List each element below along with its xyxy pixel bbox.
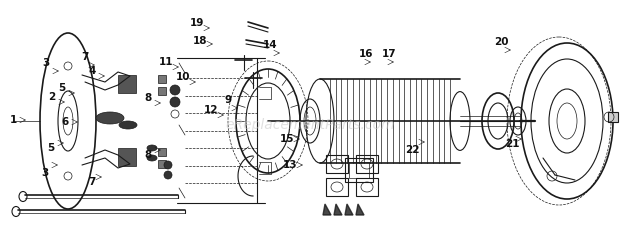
Ellipse shape [96,112,124,124]
Bar [158,87,166,95]
Text: 17: 17 [382,49,396,59]
Text: 7: 7 [81,52,89,62]
Text: 15: 15 [280,134,294,144]
Bar [356,155,378,173]
Ellipse shape [119,121,137,129]
Bar [608,112,618,122]
Text: 20: 20 [494,37,508,47]
Bar [118,148,136,166]
Polygon shape [334,204,342,215]
Polygon shape [345,204,353,215]
Polygon shape [356,204,364,215]
Text: 22: 22 [405,145,419,155]
Text: 9: 9 [224,95,231,105]
Text: 4: 4 [88,66,95,76]
Bar [158,148,166,156]
Text: 16: 16 [359,49,373,59]
Text: 3: 3 [42,168,48,178]
Bar [345,158,373,182]
Polygon shape [323,204,331,215]
Text: 7: 7 [88,177,95,187]
Text: 10: 10 [175,72,190,82]
Text: 2: 2 [48,92,56,102]
Text: 1: 1 [9,115,17,125]
Ellipse shape [147,145,157,151]
Text: 21: 21 [505,139,520,149]
Ellipse shape [170,97,180,107]
Bar [349,162,369,178]
Ellipse shape [164,171,172,179]
Text: 3: 3 [42,58,50,68]
Text: 18: 18 [193,36,207,46]
Text: 5: 5 [58,83,66,93]
Text: 8: 8 [144,150,152,160]
Text: eReplacementParts.com: eReplacementParts.com [225,118,395,132]
Bar [326,178,348,196]
Bar [158,160,166,168]
Text: 12: 12 [204,105,218,115]
Text: 19: 19 [190,18,204,28]
Text: 11: 11 [159,57,173,67]
Text: 8: 8 [144,93,152,103]
Text: 6: 6 [61,117,69,127]
Text: 13: 13 [283,160,297,170]
Text: 14: 14 [263,40,277,50]
Ellipse shape [147,155,157,161]
Text: 5: 5 [47,143,55,153]
Bar [158,75,166,83]
Bar [118,75,136,93]
Ellipse shape [164,161,172,169]
Bar [356,178,378,196]
Ellipse shape [170,85,180,95]
Bar [326,155,348,173]
